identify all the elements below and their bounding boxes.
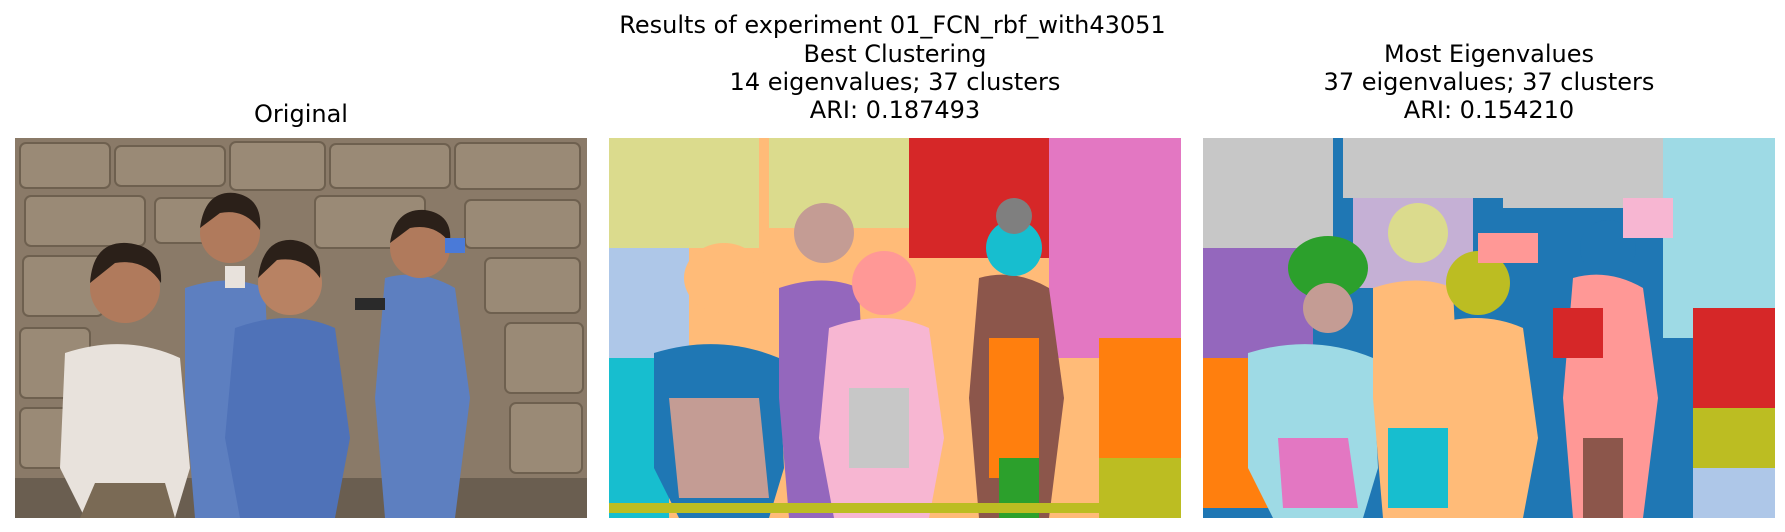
panel-title-line: 14 eigenvalues; 37 clusters — [729, 68, 1061, 96]
panel-most-eigenvalues: Most Eigenvalues 37 eigenvalues; 37 clus… — [1203, 0, 1775, 532]
best-clustering-map — [609, 138, 1181, 518]
panel-title-line: Original — [254, 100, 348, 128]
most-eigenvalues-map — [1203, 138, 1775, 518]
panel-title-line: Most Eigenvalues — [1383, 40, 1595, 68]
panel-title-line: Best Clustering — [803, 40, 987, 68]
original-photo — [15, 138, 587, 518]
panel-original: Original — [15, 0, 587, 532]
panel-title-line: 37 eigenvalues; 37 clusters — [1323, 68, 1655, 96]
most-eigenvalues-svg — [1203, 138, 1775, 518]
panel-title-line: ARI: 0.187493 — [809, 96, 981, 124]
best-clustering-svg — [609, 138, 1181, 518]
panel-best-clustering: Best Clustering 14 eigenvalues; 37 clust… — [609, 0, 1181, 532]
panel-title-line: ARI: 0.154210 — [1403, 96, 1575, 124]
original-photo-svg — [15, 138, 587, 518]
figure-suptitle: Results of experiment 01_FCN_rbf_with430… — [619, 11, 1166, 39]
